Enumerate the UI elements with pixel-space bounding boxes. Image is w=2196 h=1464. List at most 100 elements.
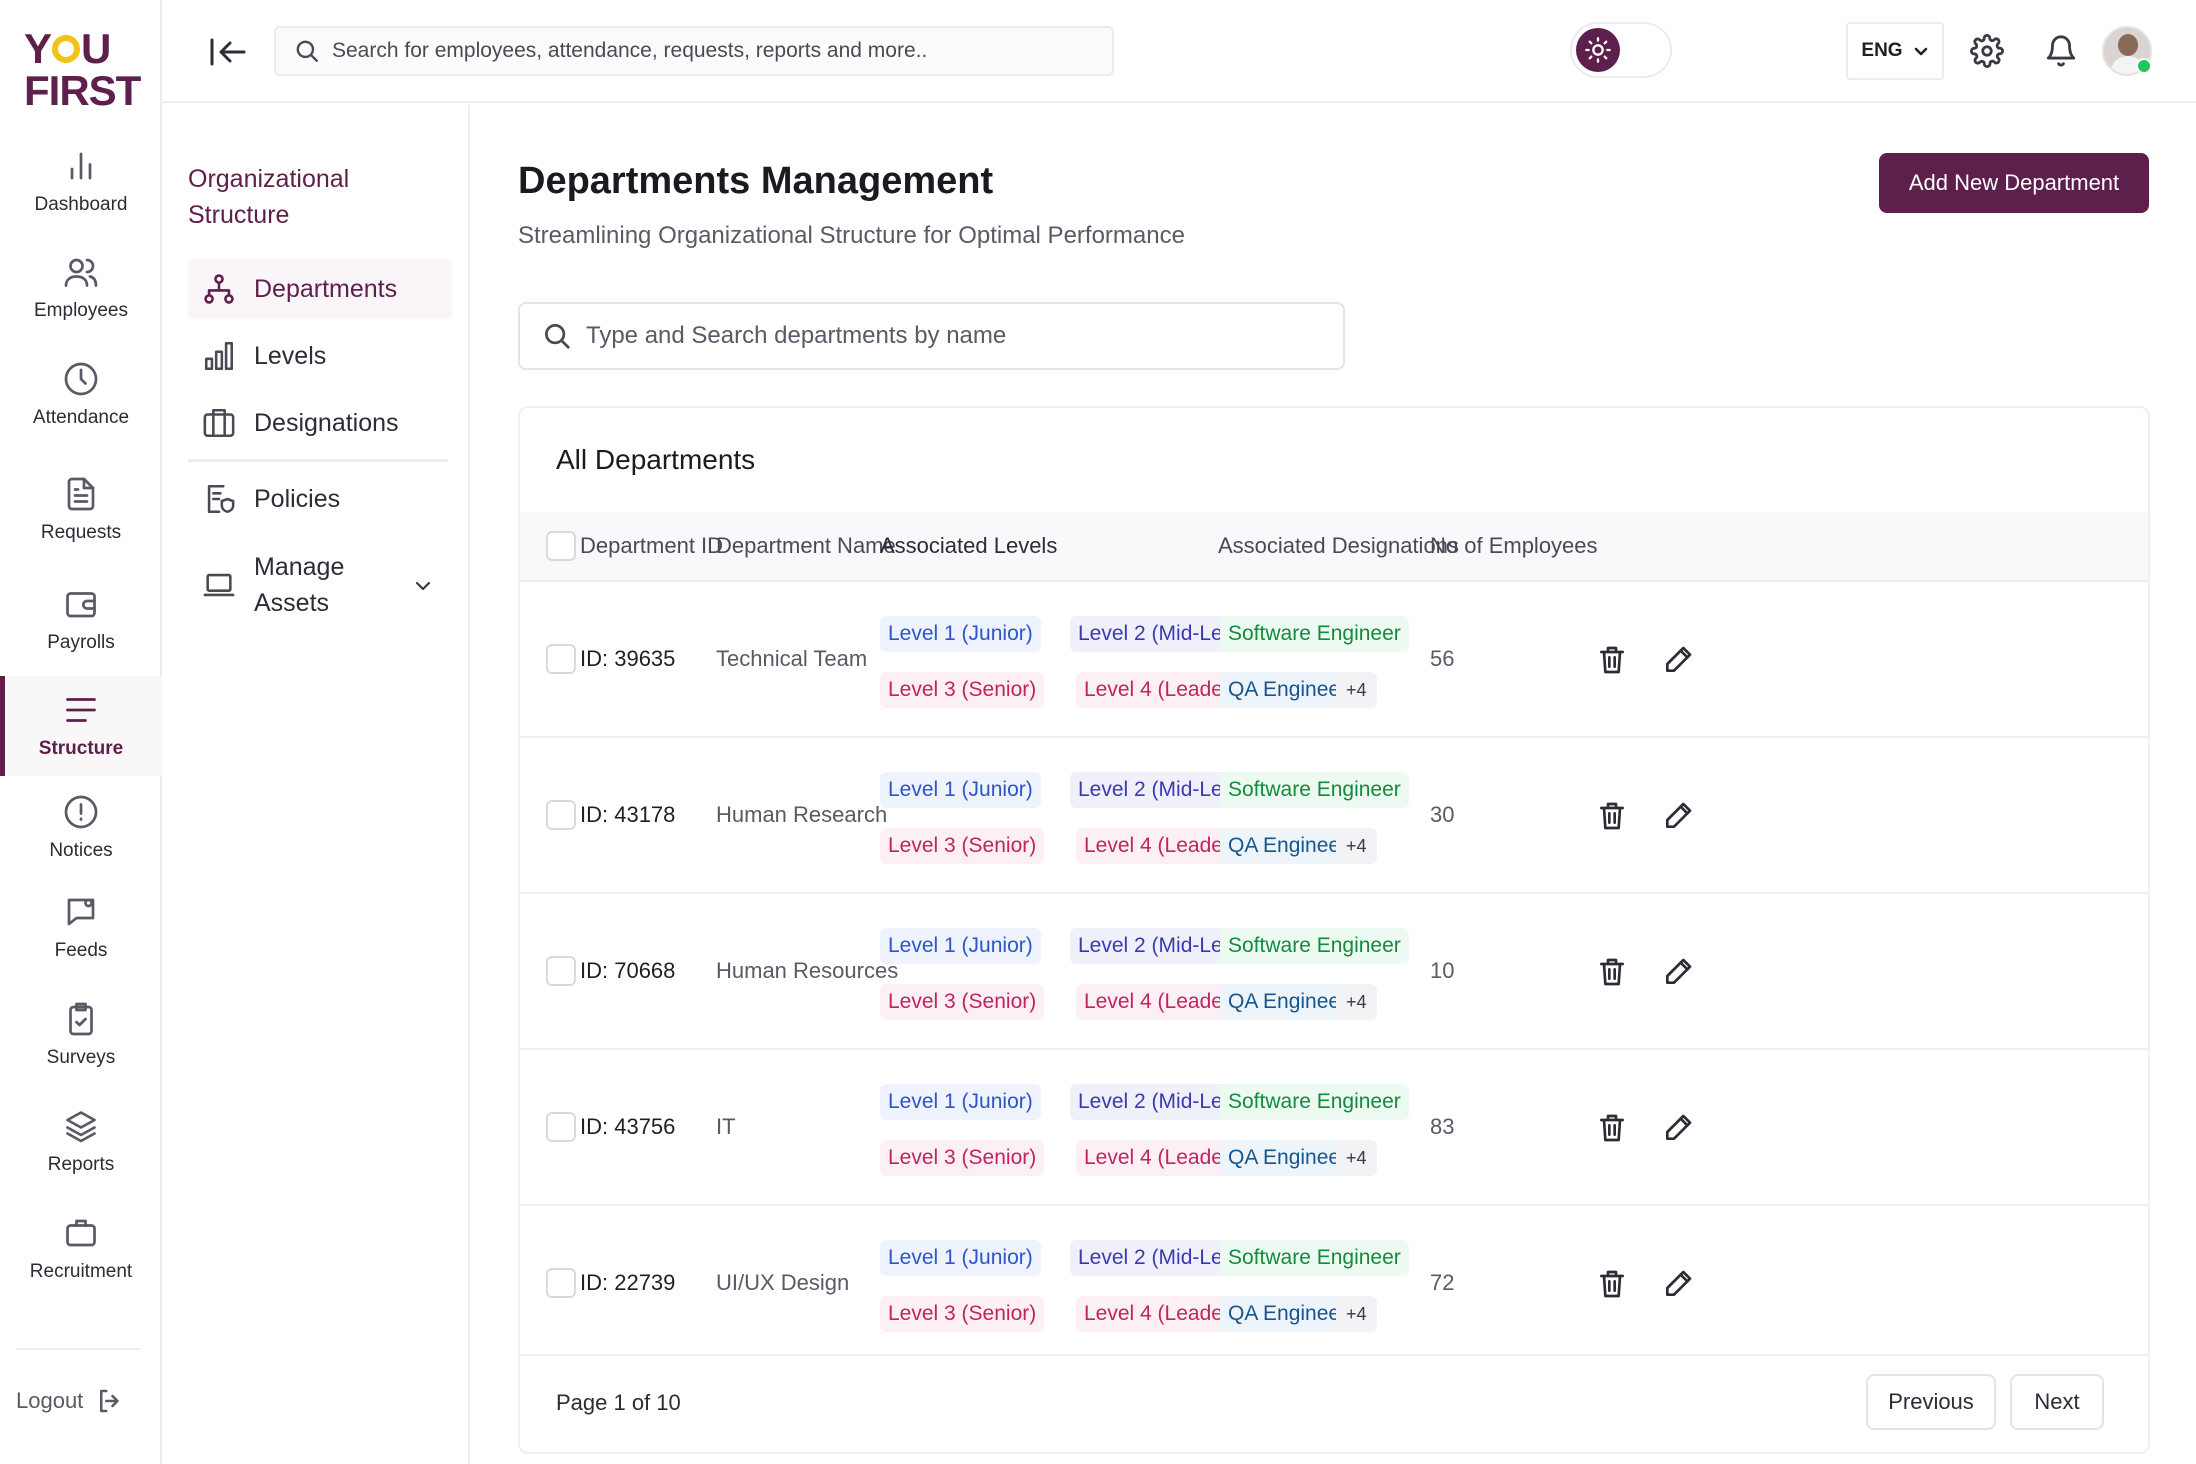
- table-row[interactable]: ID: 39635 Technical Team Level 1 (Junior) L…: [520, 580, 2148, 736]
- theme-toggle-knob: [1576, 28, 1620, 72]
- manage-assets-expand[interactable]: [412, 575, 434, 597]
- designation-chip: QA Engineer: [1220, 828, 1356, 864]
- more-designations-badge[interactable]: +4: [1336, 1296, 1377, 1332]
- column-header-department-name[interactable]: Department Name: [716, 533, 896, 558]
- nav-item-notices[interactable]: Notices: [0, 794, 162, 862]
- settings-button[interactable]: [1970, 34, 2004, 68]
- collapse-sidebar-button[interactable]: [206, 34, 250, 70]
- row-checkbox[interactable]: [546, 800, 576, 830]
- table-row[interactable]: ID: 43178 Human Research Level 1 (Junior) L…: [520, 736, 2148, 892]
- nav-item-label: Recruitment: [29, 1261, 133, 1282]
- delete-button[interactable]: [1596, 1268, 1628, 1300]
- trash-icon: [1596, 958, 1628, 992]
- nav-item-surveys[interactable]: Surveys: [0, 1001, 162, 1069]
- nav-item-attendance[interactable]: Attendance: [0, 361, 162, 429]
- subnav-item-manage-assets[interactable]: Manage Assets: [188, 549, 388, 621]
- search-icon: [296, 40, 318, 62]
- department-name: Human Research: [716, 802, 888, 827]
- nav-item-structure[interactable]: Structure: [0, 676, 162, 776]
- subnav-item-designations[interactable]: Designations: [188, 406, 452, 440]
- logout-button[interactable]: Logout: [16, 1386, 125, 1416]
- laptop-icon: [203, 573, 235, 597]
- column-header-associated-levels[interactable]: Associated Levels: [880, 533, 1058, 558]
- department-id: ID: 39635: [580, 646, 676, 671]
- department-search-input[interactable]: [586, 322, 1326, 350]
- edit-button[interactable]: [1662, 644, 1694, 676]
- department-name: IT: [716, 1114, 736, 1139]
- trash-icon: [1596, 802, 1628, 836]
- nav-item-employees[interactable]: Employees: [0, 254, 162, 322]
- nav-item-reports[interactable]: Reports: [0, 1108, 162, 1176]
- column-header-associated-designations[interactable]: Associated Designations: [1218, 533, 1459, 558]
- table-row[interactable]: ID: 70668 Human Resources Level 1 (Junior)…: [520, 892, 2148, 1048]
- nav-item-payrolls[interactable]: Payrolls: [0, 586, 162, 654]
- language-select[interactable]: ENG: [1846, 22, 1944, 80]
- edit-button[interactable]: [1662, 956, 1694, 988]
- subnav-item-label: Policies: [254, 484, 341, 513]
- delete-button[interactable]: [1596, 644, 1628, 676]
- row-checkbox[interactable]: [546, 644, 576, 674]
- table-row[interactable]: ID: 43756 IT Level 1 (Junior) Level 2 (Mid-…: [520, 1048, 2148, 1204]
- edit-button[interactable]: [1662, 1268, 1694, 1300]
- column-header-employees[interactable]: No of Employees: [1430, 533, 1598, 558]
- trash-icon: [1596, 1114, 1628, 1148]
- department-name: Human Resources: [716, 958, 899, 983]
- row-checkbox[interactable]: [546, 956, 576, 986]
- gear-icon: [1970, 34, 2004, 68]
- subnav-divider: [188, 459, 448, 462]
- subnav-title: Organizational Structure: [188, 165, 350, 229]
- previous-page-button[interactable]: Previous: [1866, 1374, 1996, 1430]
- delete-button[interactable]: [1596, 956, 1628, 988]
- nav-item-recruitment[interactable]: Recruitment: [0, 1215, 162, 1283]
- chevron-down-icon: [1914, 47, 1927, 56]
- more-designations-badge[interactable]: +4: [1336, 828, 1377, 864]
- subnav-item-departments[interactable]: Departments: [188, 259, 452, 319]
- more-designations-badge[interactable]: +4: [1336, 672, 1377, 708]
- level-chip: Level 3 (Senior): [880, 828, 1045, 864]
- page-title: Departments Management: [518, 160, 994, 202]
- department-id: ID: 70668: [580, 958, 676, 983]
- edit-button[interactable]: [1662, 800, 1694, 832]
- logout-label: Logout: [16, 1388, 84, 1413]
- nav-item-label: Requests: [40, 522, 122, 543]
- level-chip: Level 1 (Junior): [880, 928, 1041, 964]
- table-row[interactable]: ID: 22739 UI/UX Design Level 1 (Junior) Lev…: [520, 1204, 2148, 1360]
- level-chip: Level 3 (Senior): [880, 1140, 1045, 1176]
- notifications-button[interactable]: [2044, 34, 2078, 68]
- chevron-down-icon: [415, 581, 431, 591]
- designation-chip: QA Engineer: [1220, 672, 1356, 708]
- edit-button[interactable]: [1662, 1112, 1694, 1144]
- nav-item-dashboard[interactable]: Dashboard: [0, 148, 162, 216]
- column-header-department-id[interactable]: Department ID: [580, 533, 724, 558]
- rail-divider: [16, 1348, 140, 1350]
- next-page-button[interactable]: Next: [2010, 1374, 2104, 1430]
- theme-toggle[interactable]: [1570, 22, 1672, 78]
- row-checkbox[interactable]: [546, 1112, 576, 1142]
- add-new-department-button[interactable]: Add New Department: [1879, 153, 2149, 213]
- designation-chip: QA Engineer: [1220, 1296, 1356, 1332]
- row-checkbox[interactable]: [546, 1268, 576, 1298]
- trash-icon: [1596, 1270, 1628, 1304]
- nav-item-label: Payrolls: [47, 632, 115, 653]
- delete-button[interactable]: [1596, 800, 1628, 832]
- subnav-item-policies[interactable]: Policies: [188, 482, 452, 516]
- nav-item-requests[interactable]: Requests: [0, 476, 162, 544]
- nav-item-feeds[interactable]: Feeds: [0, 894, 162, 962]
- subnav-item-levels[interactable]: Levels: [188, 339, 452, 373]
- more-designations-badge[interactable]: +4: [1336, 984, 1377, 1020]
- layers-icon: [66, 1111, 96, 1143]
- nav-item-label: Reports: [47, 1154, 115, 1175]
- level-chip: Level 1 (Junior): [880, 616, 1041, 652]
- delete-button[interactable]: [1596, 1112, 1628, 1144]
- more-designations-badge[interactable]: +4: [1336, 1140, 1377, 1176]
- table-title: All Departments: [556, 444, 756, 475]
- designation-chip: QA Engineer: [1220, 1140, 1356, 1176]
- pencil-icon: [1662, 802, 1694, 836]
- global-search-input[interactable]: [332, 39, 1092, 63]
- pagination-bar: Page 1 of 10 Previous Next: [520, 1354, 2148, 1454]
- designation-chip: Software Engineer: [1220, 616, 1409, 652]
- select-all-checkbox[interactable]: [546, 531, 576, 561]
- department-id: ID: 43756: [580, 1114, 676, 1139]
